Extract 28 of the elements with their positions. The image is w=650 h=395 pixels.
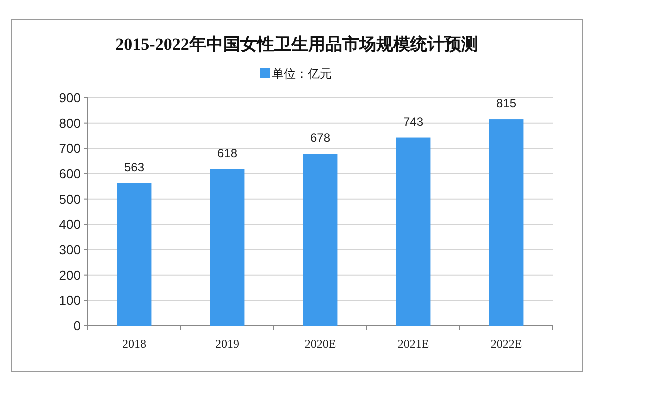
x-tick-label: 2019: [216, 337, 240, 351]
bar: [303, 154, 338, 326]
bar: [396, 138, 431, 326]
data-label: 743: [403, 114, 424, 129]
y-tick-label: 500: [59, 192, 81, 207]
y-tick-label: 600: [59, 166, 81, 182]
legend-label: 单位：亿元: [272, 67, 332, 81]
legend: 单位：亿元: [260, 67, 332, 81]
x-tick-label: 2020E: [304, 337, 336, 351]
x-tick-label: 2021E: [398, 337, 430, 351]
x-tick-label: 2022E: [490, 337, 522, 351]
y-tick-label: 200: [59, 268, 81, 283]
bar: [117, 183, 152, 326]
x-tick-label: 2018: [122, 337, 146, 351]
y-tick-label: 300: [59, 242, 81, 258]
chart-title: 2015-2022年中国女性卫生用品市场规模统计预测: [116, 35, 478, 54]
bar: [210, 169, 245, 326]
data-label: 618: [217, 146, 238, 160]
y-tick-label: 800: [59, 116, 81, 131]
data-label: 678: [310, 131, 331, 146]
y-tick-label: 0: [74, 318, 81, 334]
y-tick-label: 700: [59, 141, 81, 156]
y-tick-label: 400: [59, 217, 81, 232]
y-tick-label: 900: [59, 90, 81, 106]
bar: [489, 120, 524, 326]
y-tick-label: 100: [59, 293, 81, 308]
data-label: 815: [496, 96, 517, 111]
data-label: 563: [124, 160, 145, 174]
